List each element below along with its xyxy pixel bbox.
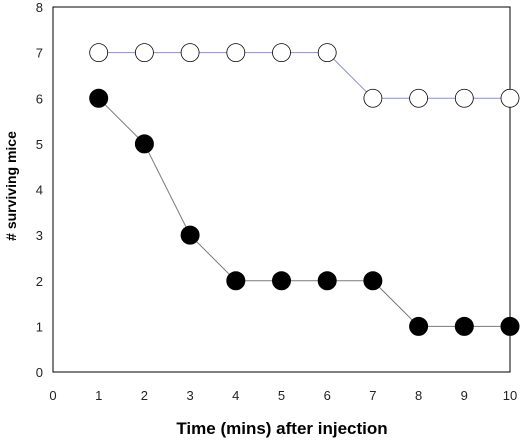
- series-2-point: [134, 134, 154, 154]
- series-1-point: [180, 43, 200, 63]
- series-2-line: [98, 97, 510, 327]
- series-1-point: [409, 88, 429, 108]
- x-tick-label: 8: [415, 388, 422, 403]
- x-tick-label: 3: [186, 388, 193, 403]
- series-1-line: [98, 52, 510, 99]
- y-tick-label: 1: [36, 319, 43, 334]
- y-tick-label: 2: [36, 274, 43, 289]
- series-2-point: [454, 316, 474, 336]
- x-tick-label: 4: [232, 388, 239, 403]
- series-2-point: [500, 316, 520, 336]
- series-1-point: [89, 43, 109, 63]
- series-2-point: [89, 88, 109, 108]
- x-tick-label: 0: [49, 388, 56, 403]
- y-tick-label: 7: [36, 46, 43, 61]
- x-tick-label: 6: [324, 388, 331, 403]
- y-tick-label: 6: [36, 91, 43, 106]
- plot-area-border: [52, 6, 511, 373]
- series-1-point: [317, 43, 337, 63]
- x-tick-label: 7: [369, 388, 376, 403]
- series-1-point: [363, 88, 383, 108]
- series-2-point: [317, 271, 337, 291]
- y-tick-label: 3: [36, 228, 43, 243]
- x-tick-label: 5: [278, 388, 285, 403]
- series-layer: [89, 43, 520, 336]
- series-2-point: [226, 271, 246, 291]
- series-2-point: [363, 271, 383, 291]
- x-tick-labels: 0 1 2 3 4 5 6 7 8 9 10: [49, 388, 517, 403]
- y-tick-label: 8: [36, 0, 43, 15]
- x-tick-label: 2: [141, 388, 148, 403]
- plot-frame: [52, 6, 511, 373]
- y-axis-title: # surviving mice: [3, 131, 19, 241]
- series-2-point: [409, 316, 429, 336]
- series-1-point: [134, 43, 154, 63]
- x-axis-title: Time (mins) after injection: [176, 419, 387, 438]
- series-1-point: [454, 88, 474, 108]
- y-tick-label: 0: [36, 365, 43, 380]
- series-2-point: [272, 271, 291, 291]
- y-tick-label: 5: [36, 137, 43, 152]
- y-tick-label: 4: [36, 183, 43, 198]
- x-tick-label: 10: [503, 388, 517, 403]
- series-1-point: [500, 88, 520, 108]
- x-tick-label: 1: [95, 388, 102, 403]
- x-tick-label: 9: [461, 388, 468, 403]
- y-tick-labels: 0 1 2 3 4 5 6 7 8: [36, 0, 43, 380]
- series-1-point: [226, 43, 246, 63]
- series-1-point: [272, 43, 291, 63]
- series-2-point: [180, 225, 200, 245]
